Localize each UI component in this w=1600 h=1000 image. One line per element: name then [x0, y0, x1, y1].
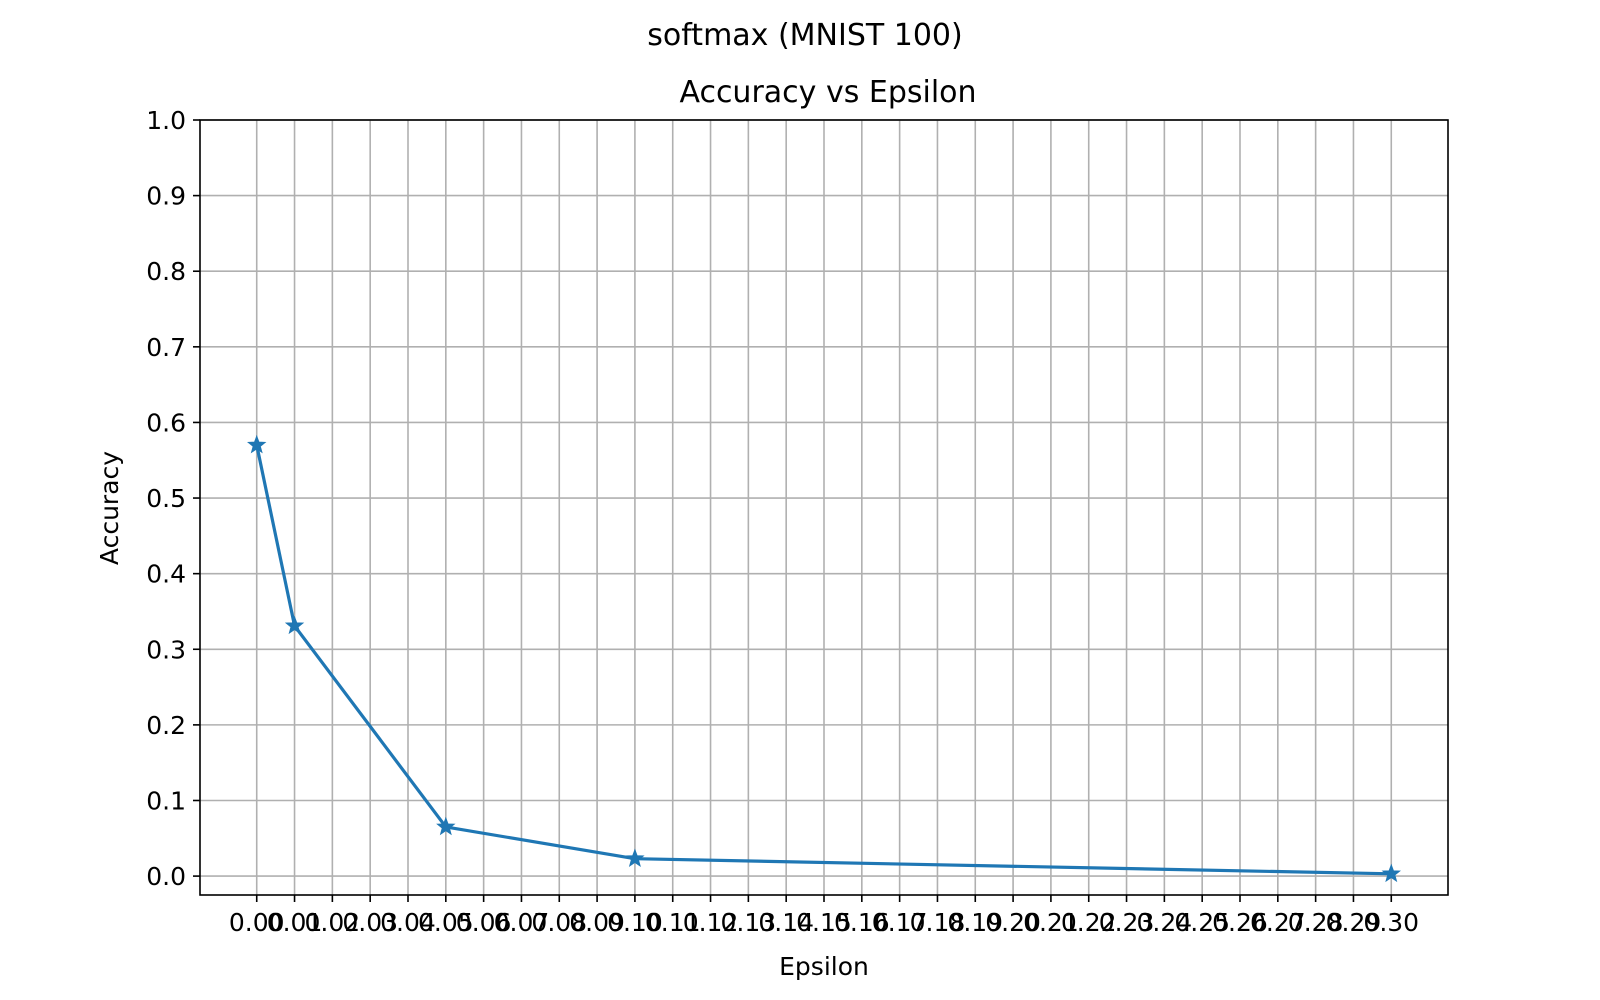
- y-tick-label: 0.7: [146, 333, 186, 362]
- y-tick-label: 0.6: [146, 408, 186, 437]
- data-point: [436, 816, 456, 836]
- x-tick-label: 0.03: [342, 908, 398, 937]
- x-tick-label: 0.05: [418, 908, 474, 937]
- y-tick-label: 0.9: [146, 182, 186, 211]
- x-tick-label: 0.28: [1288, 908, 1344, 937]
- x-tick-label: 0.22: [1061, 908, 1117, 937]
- y-tick-label: 0.5: [146, 484, 186, 513]
- data-point: [284, 615, 305, 635]
- chart-title: Accuracy vs Epsilon: [679, 75, 976, 110]
- x-tick-label: 0.15: [796, 908, 852, 937]
- series-layer: [247, 434, 1401, 883]
- x-tick-label: 0.21: [1023, 908, 1079, 937]
- x-tick-label: 0.18: [910, 908, 966, 937]
- x-tick-label: 0.02: [305, 908, 361, 937]
- x-tick-label: 0.00: [229, 908, 285, 937]
- x-tick-label: 0.26: [1212, 908, 1268, 937]
- x-tick-label: 0.14: [758, 908, 814, 937]
- x-tick-label: 0.23: [1099, 908, 1155, 937]
- x-tick-label: 0.06: [456, 908, 512, 937]
- x-tick-label: 0.11: [645, 908, 701, 937]
- data-point: [625, 848, 645, 867]
- x-tick-label: 0.13: [721, 908, 777, 937]
- data-point: [247, 434, 267, 454]
- x-tick-label: 0.24: [1137, 908, 1193, 937]
- x-tick-label: 0.20: [985, 908, 1041, 937]
- x-tick-label: 0.29: [1326, 908, 1382, 937]
- chart-suptitle: softmax (MNIST 100): [647, 18, 962, 53]
- x-tick-label: 0.27: [1250, 908, 1306, 937]
- x-tick-label: 0.25: [1174, 908, 1230, 937]
- x-tick-label: 0.19: [947, 908, 1003, 937]
- x-tick-label: 0.17: [872, 908, 928, 937]
- x-tick-label: 0.01: [267, 908, 323, 937]
- x-axis: 0.000.010.020.030.040.050.060.070.080.09…: [229, 895, 1419, 937]
- x-tick-label: 0.30: [1363, 908, 1419, 937]
- y-axis-label: Accuracy: [95, 451, 124, 565]
- x-tick-label: 0.10: [607, 908, 663, 937]
- x-tick-label: 0.04: [380, 908, 436, 937]
- y-tick-label: 0.0: [146, 862, 186, 891]
- x-axis-label: Epsilon: [779, 952, 869, 981]
- x-tick-label: 0.16: [834, 908, 890, 937]
- y-tick-label: 0.3: [146, 635, 186, 664]
- y-tick-label: 0.1: [146, 786, 186, 815]
- x-tick-label: 0.09: [569, 908, 625, 937]
- y-axis: 0.0 0.1 0.2 0.3 0.4 0.5 0.6 0.7 0.8 0.9 1.0: [146, 106, 200, 891]
- y-tick-label: 1.0: [146, 106, 186, 135]
- x-tick-label: 0.08: [531, 908, 587, 937]
- grid: [200, 119, 1448, 895]
- x-tick-label: 0.07: [494, 908, 550, 937]
- y-tick-label: 0.8: [146, 257, 186, 286]
- y-tick-label: 0.2: [146, 711, 186, 740]
- y-tick-label: 0.4: [146, 560, 186, 589]
- data-point: [1381, 863, 1401, 883]
- x-tick-label: 0.12: [683, 908, 739, 937]
